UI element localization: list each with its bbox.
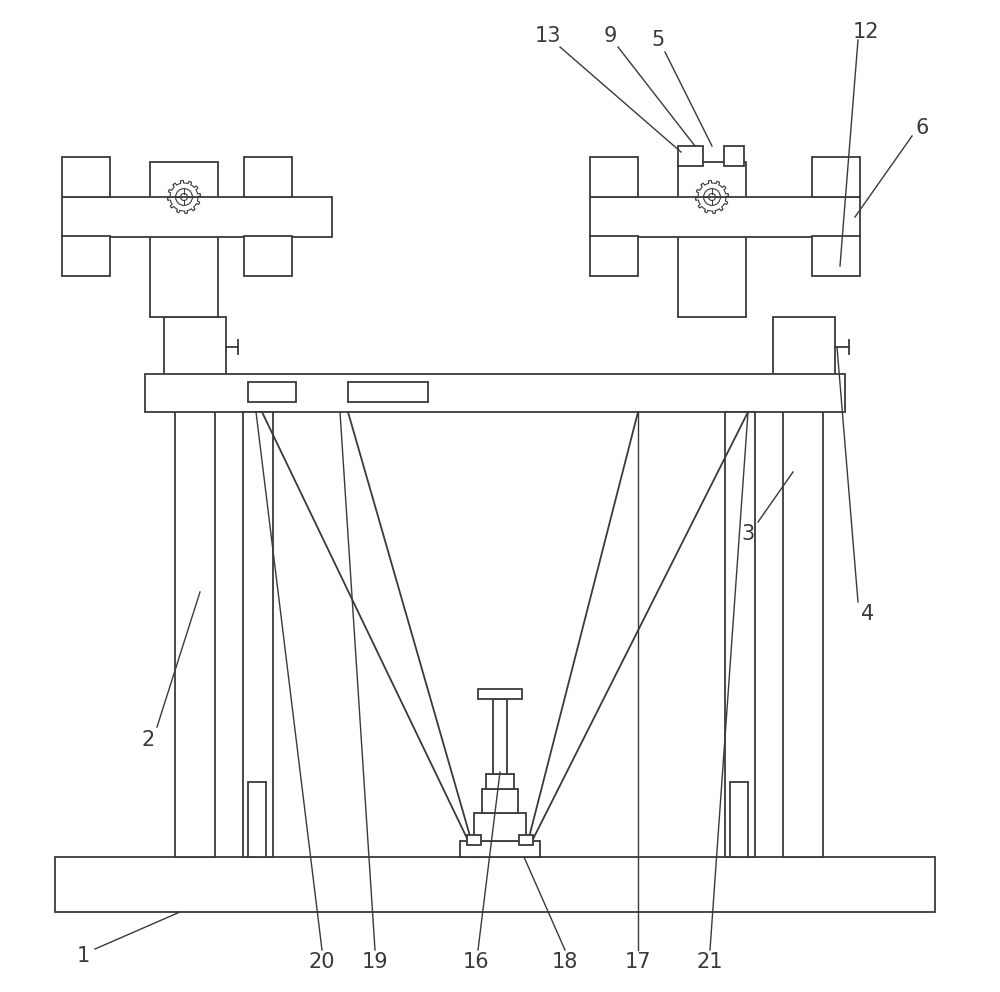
Text: 20: 20 [309,952,335,972]
Bar [150,162,218,317]
Bar [730,782,748,857]
Text: 13: 13 [535,26,561,46]
Bar [590,236,638,276]
Text: 16: 16 [463,952,489,972]
Bar [590,197,860,237]
Bar [725,412,755,857]
Bar [164,317,226,377]
Bar [486,774,514,789]
Bar [478,689,522,699]
Text: 4: 4 [861,604,875,624]
Bar [724,146,744,166]
Bar [678,146,703,166]
Bar [474,813,526,841]
Bar [519,835,533,845]
Bar [248,782,266,857]
Bar [243,412,273,857]
Bar [145,374,845,412]
Text: 3: 3 [741,524,755,544]
Bar [460,841,540,857]
Bar [590,157,638,197]
Bar [244,236,292,276]
Bar [773,317,835,377]
Text: 21: 21 [697,952,723,972]
Text: 9: 9 [603,26,617,46]
Bar [175,377,215,857]
Text: 19: 19 [362,952,388,972]
Text: 5: 5 [651,30,665,50]
Text: 1: 1 [76,946,90,966]
Text: 17: 17 [625,952,651,972]
Bar [467,835,481,845]
Bar [783,377,823,857]
Bar [62,157,110,197]
Text: 6: 6 [915,118,929,138]
Bar [348,382,428,402]
Bar [812,157,860,197]
Bar [812,236,860,276]
Bar [62,236,110,276]
Bar [678,162,746,317]
Bar [482,789,518,813]
Bar [62,197,332,237]
Text: 18: 18 [552,952,578,972]
Bar [55,857,935,912]
Bar [248,382,296,402]
Text: 2: 2 [141,730,155,750]
Bar [493,699,507,774]
Bar [244,157,292,197]
Text: 12: 12 [853,22,879,42]
